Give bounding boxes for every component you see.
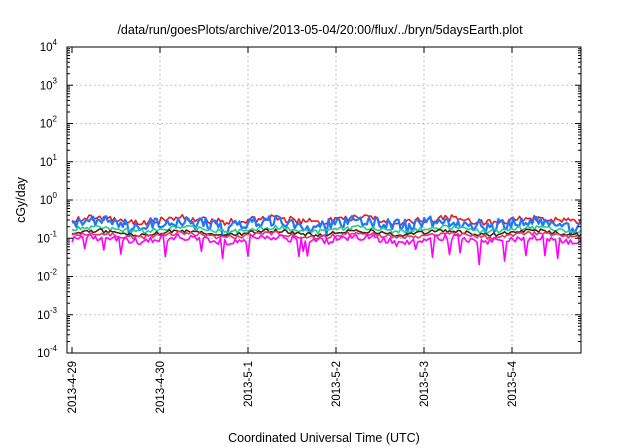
- chart-title: /data/run/goesPlots/archive/2013-05-04/2…: [117, 23, 523, 37]
- x-tick-label: 2013-5-3: [419, 361, 431, 407]
- y-tick-label: 10-1: [37, 229, 57, 245]
- y-tick-label: 101: [40, 153, 58, 169]
- series-line: [71, 228, 582, 238]
- x-tick-label: 2013-5-2: [331, 361, 343, 407]
- y-tick-label: 103: [40, 76, 58, 92]
- x-tick-label: 2013-5-1: [243, 361, 255, 407]
- y-tick-label: 100: [40, 191, 58, 207]
- x-tick-label: 2013-4-30: [155, 361, 167, 413]
- grid: [67, 47, 581, 353]
- series-group: [71, 213, 582, 266]
- x-axis-label: Coordinated Universal Time (UTC): [228, 431, 420, 445]
- y-tick-label: 104: [40, 38, 58, 54]
- y-tick-label: 10-4: [37, 344, 57, 360]
- x-tick-label: 2013-5-4: [507, 360, 519, 407]
- axis-ticks: 10-4 10-3 10-2 10-1 100 101 102 103 104 2013-4-29…: [37, 38, 581, 413]
- series-line: [71, 233, 582, 266]
- y-tick-label: 10-3: [37, 306, 57, 322]
- x-tick-label: 2013-4-29: [67, 361, 79, 413]
- y-axis-label: cGy/day: [14, 176, 28, 223]
- y-tick-label: 10-2: [37, 268, 57, 284]
- y-tick-label: 102: [40, 115, 58, 131]
- series-line: [71, 214, 582, 238]
